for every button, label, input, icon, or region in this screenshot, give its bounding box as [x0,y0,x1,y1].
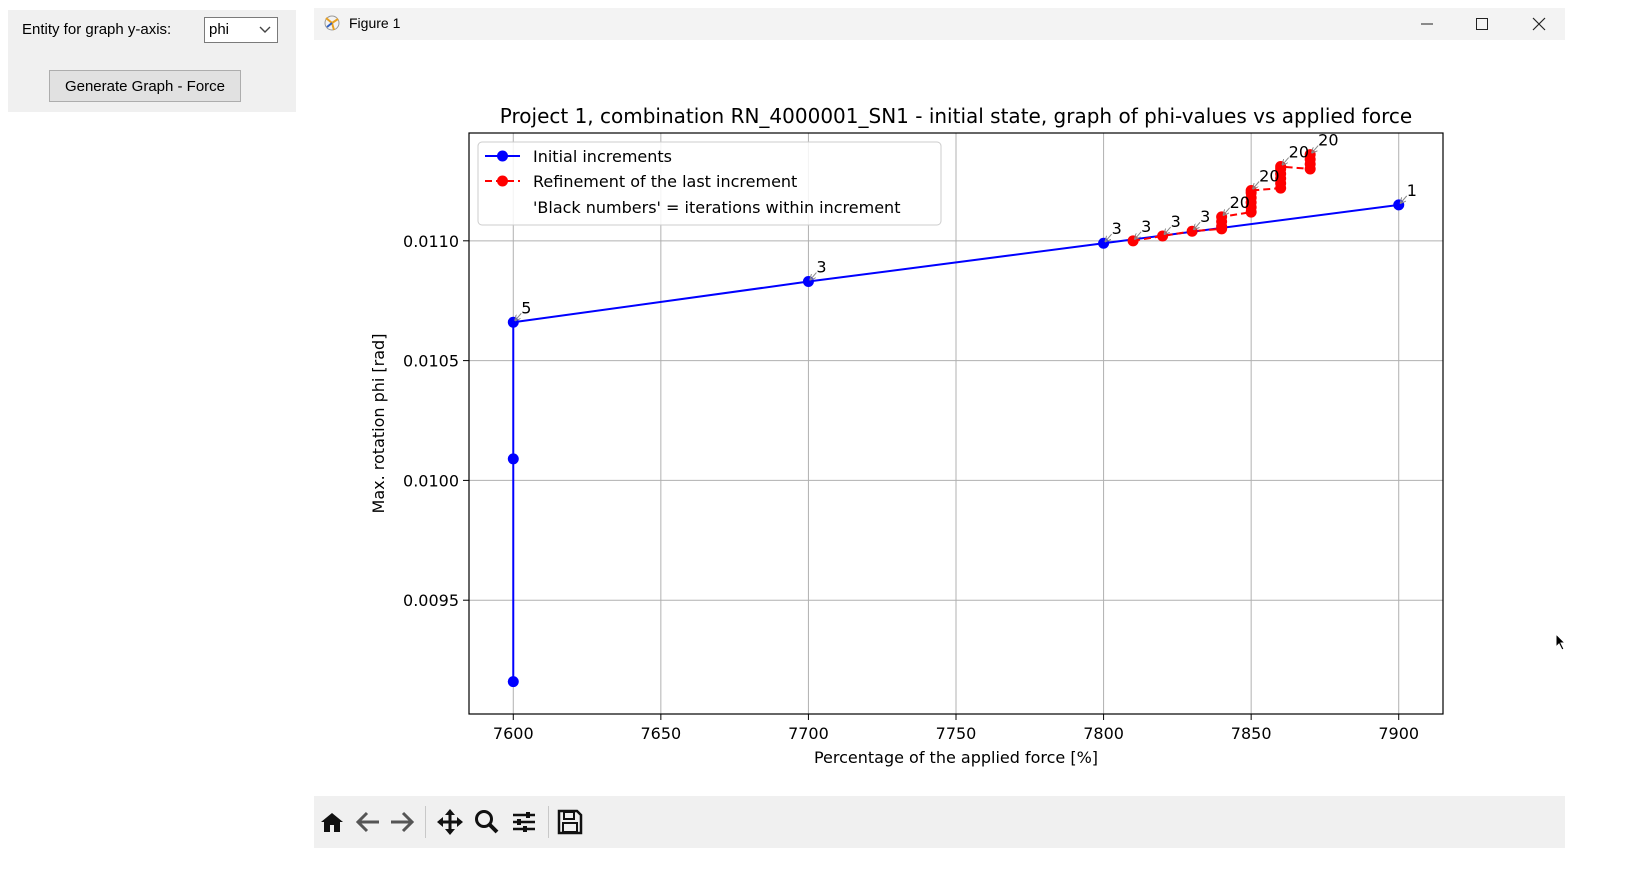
figure-window: Figure 1 [314,8,1565,848]
generate-graph-button[interactable]: Generate Graph - Force [49,70,241,102]
minimize-icon[interactable] [1399,8,1455,40]
control-panel: Entity for graph y-axis: phi Generate Gr… [8,10,296,112]
close-icon[interactable] [1511,8,1567,40]
forward-arrow-icon[interactable] [386,806,418,838]
mouse-cursor-icon [1555,633,1567,651]
figure-title: Figure 1 [349,15,401,31]
pan-icon[interactable] [434,806,466,838]
toolbar-separator [425,806,426,838]
titlebar: Figure 1 [314,8,1565,40]
chevron-down-icon [259,21,271,41]
home-icon[interactable] [316,806,348,838]
save-icon[interactable] [554,806,586,838]
back-arrow-icon[interactable] [352,806,384,838]
matplotlib-icon [322,13,342,33]
zoom-icon[interactable] [471,806,503,838]
navigation-toolbar [314,796,1565,848]
maximize-icon[interactable] [1454,8,1510,40]
toolbar-separator [548,806,549,838]
entity-select[interactable]: phi [204,17,278,43]
entity-label: Entity for graph y-axis: [22,21,172,38]
entity-select-value: phi [209,21,230,38]
configure-subplots-icon[interactable] [508,806,540,838]
